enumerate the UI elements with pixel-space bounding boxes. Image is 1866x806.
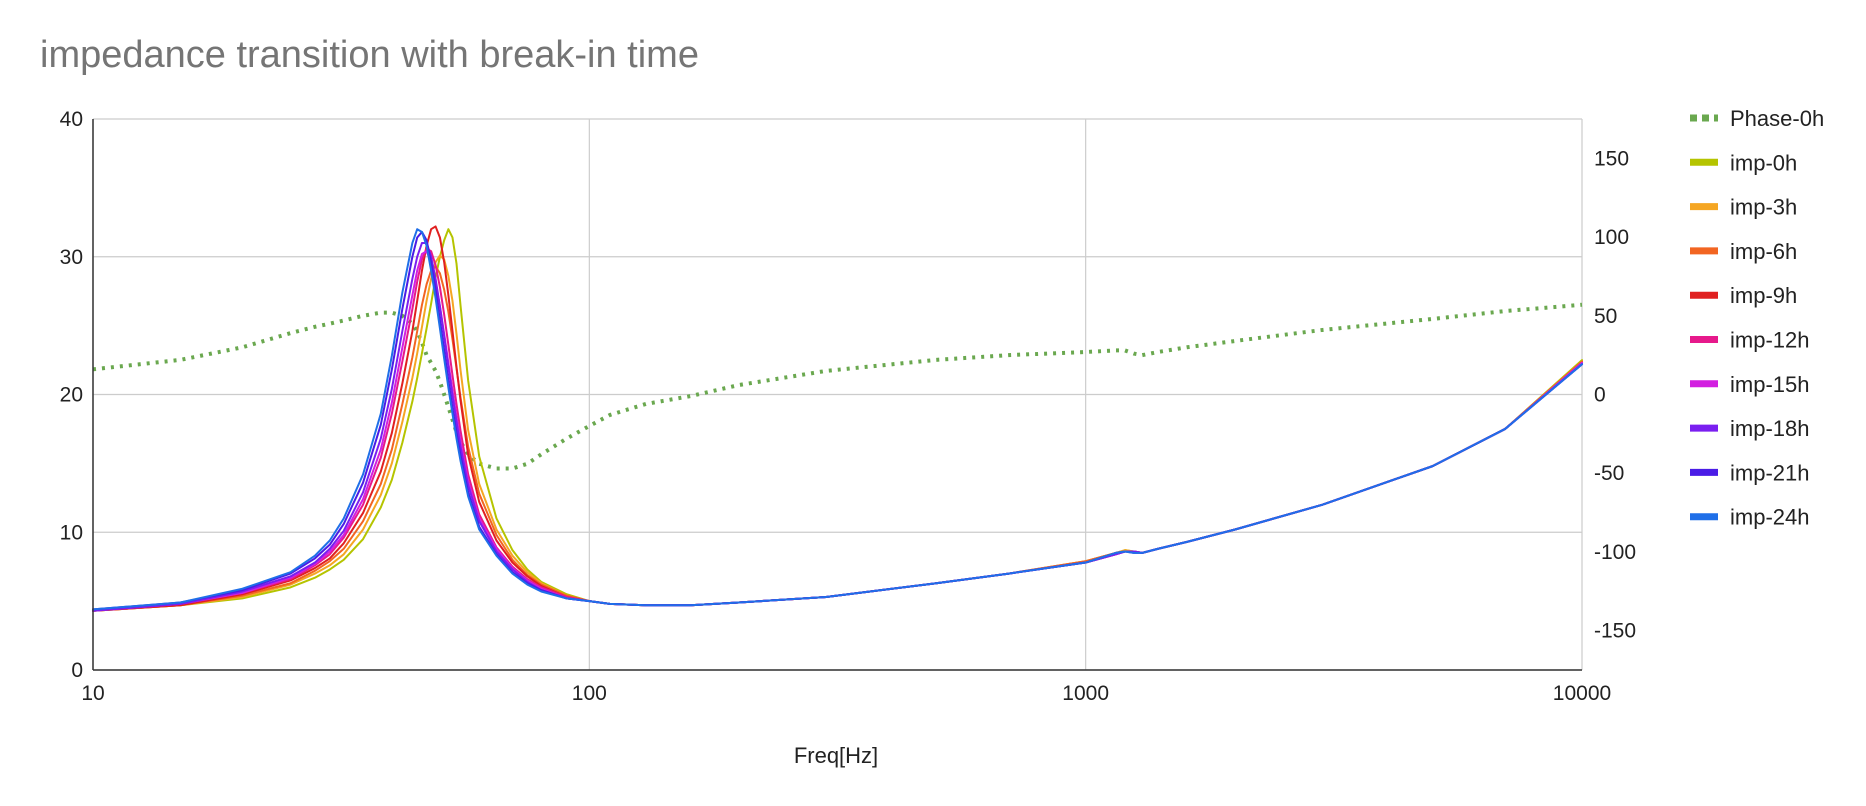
legend-label: imp-15h [1730,372,1809,397]
plot-area [92,225,1583,612]
legend-label: imp-21h [1730,460,1809,485]
y-tick-label: 0 [71,659,83,682]
x-axis-title: Freq[Hz] [794,743,878,768]
y2-tick-label: 0 [1594,384,1606,407]
legend-label: imp-12h [1730,328,1809,353]
series-line-imp-24h [92,228,1583,611]
y2-tick-label: 150 [1594,147,1629,170]
y-tick-label: 30 [60,246,83,269]
x-tick-label: 10 [81,682,104,705]
legend-label: imp-18h [1730,416,1809,441]
x-tick-label: 1000 [1062,682,1109,705]
y2-tick-label: -100 [1594,541,1636,564]
x-tick-label: 10000 [1553,682,1611,705]
legend-label: imp-24h [1730,505,1809,530]
legend-label: imp-3h [1730,195,1797,220]
y2-tick-label: -150 [1594,620,1636,643]
series-line-imp-18h [92,241,1583,612]
y2-tick-label: -50 [1594,462,1624,485]
y-tick-label: 20 [60,384,83,407]
series-line-phase-0h [92,302,1583,471]
series-line-imp-21h [92,230,1583,611]
x-tick-label: 100 [572,682,607,705]
legend-label: imp-9h [1730,283,1797,308]
y2-tick-label: 100 [1594,226,1629,249]
y-tick-label: 10 [60,521,83,544]
y-tick-label: 40 [60,108,83,131]
legend-label: Phase-0h [1730,106,1824,131]
legend: Phase-0h imp-0h imp-3h imp-6h imp-9h imp-12h i… [1690,106,1824,530]
y2-tick-label: 50 [1594,305,1617,328]
grid-lines [92,118,1583,671]
legend-label: imp-0h [1730,150,1797,175]
series-line-imp-6h [92,265,1583,612]
legend-label: imp-6h [1730,239,1797,264]
chart-title: impedance transition with break-in time [40,34,699,76]
